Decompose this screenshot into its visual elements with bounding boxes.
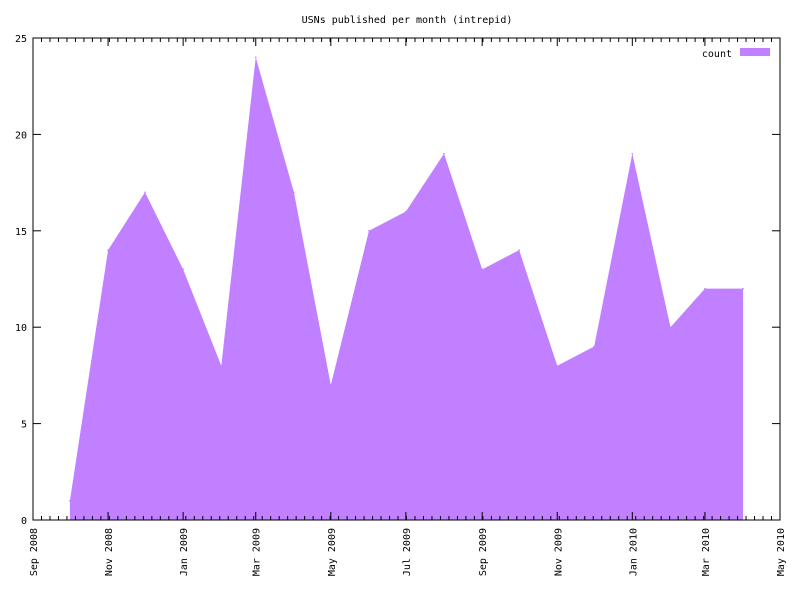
x-tick-label: Mar 2009 — [252, 528, 263, 576]
data-point-2010-01-01 — [631, 152, 634, 155]
y-tick-label: 25 — [15, 34, 27, 45]
data-point-2009-09-01 — [481, 268, 483, 271]
x-tick-label: Nov 2008 — [104, 528, 115, 576]
data-point-2010-02-01 — [669, 326, 672, 329]
data-point-2008-12-01 — [144, 191, 146, 194]
x-tick-label: Jul 2009 — [402, 528, 413, 576]
y-tick-label: 20 — [15, 130, 27, 141]
data-point-2008-11-01 — [107, 249, 109, 251]
data-point-2010-04-01 — [742, 287, 744, 290]
data-point-2009-12-01 — [593, 345, 595, 348]
legend-swatch-count — [740, 48, 770, 56]
data-point-2009-05-01 — [330, 384, 332, 386]
data-point-2009-08-01 — [443, 152, 445, 155]
x-tick-label: Jan 2010 — [628, 528, 639, 576]
x-tick-label: Mar 2010 — [701, 528, 712, 576]
chart-title: USNs published per month (intrepid) — [302, 15, 513, 26]
legend-label-count: count — [702, 49, 732, 60]
y-tick-label: 5 — [21, 420, 27, 431]
y-tick-label: 0 — [21, 516, 27, 527]
data-point-2009-11-01 — [556, 364, 559, 367]
x-tick-label: May 2009 — [327, 528, 338, 576]
y-tick-label: 10 — [15, 323, 27, 334]
data-point-2009-06-01 — [368, 230, 370, 232]
x-tick-label: Sep 2008 — [29, 528, 40, 576]
x-tick-label: Sep 2009 — [478, 528, 489, 576]
data-point-2009-01-01 — [182, 268, 184, 271]
data-point-2009-02-01 — [220, 364, 223, 367]
x-tick-label: Nov 2009 — [553, 528, 564, 576]
x-tick-label: Jan 2009 — [179, 528, 190, 576]
legend: count — [702, 48, 770, 60]
y-tick-label: 15 — [15, 227, 27, 238]
data-point-2008-10-01 — [69, 499, 71, 502]
data-point-2010-03-01 — [704, 287, 706, 290]
x-tick-label: May 2010 — [776, 528, 787, 576]
data-point-2009-07-01 — [405, 210, 407, 213]
data-point-2009-03-01 — [254, 56, 257, 59]
area-series-count — [69, 57, 744, 520]
data-point-2009-04-01 — [293, 191, 295, 194]
data-point-2009-10-01 — [518, 249, 520, 251]
